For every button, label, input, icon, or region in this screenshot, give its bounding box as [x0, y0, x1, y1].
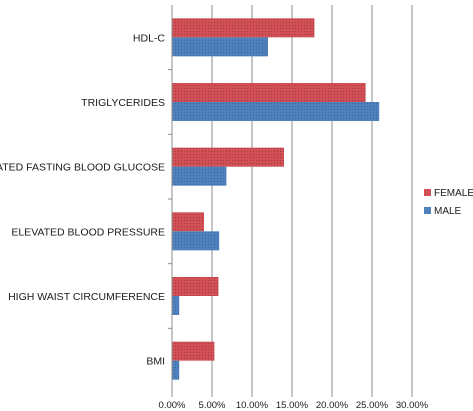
bar-male-elavated-fasting-blood-glucose: [172, 166, 227, 186]
category-label: HDL-C: [133, 32, 166, 44]
category-label: ELEVATED BLOOD PRESSURE: [11, 226, 165, 238]
category-label: TRIGLYCERIDES: [81, 97, 165, 109]
legend-swatch-female: [424, 189, 431, 196]
legend-label-female: FEMALE: [434, 188, 473, 199]
category-label: HIGH WAIST CIRCUMFERENCE: [8, 291, 165, 303]
bar-male-triglycerides: [172, 102, 380, 121]
bar-male-hdl-c: [172, 37, 268, 57]
category-label: ELAVATED FASTING BLOOD GLUCOSE: [0, 162, 165, 174]
category-labels: HDL-C TRIGLYCERIDES ELAVATED FASTING BLOOD…: [0, 32, 165, 367]
bar-female-bmi: [172, 341, 215, 361]
bar-male-high-waist-circumference: [172, 296, 180, 315]
bar-male-bmi: [172, 360, 180, 380]
gridlines: [211, 5, 413, 393]
legend: FEMALE MALE: [424, 188, 473, 217]
x-tick-label: 30.00%: [396, 400, 429, 411]
bar-female-triglycerides: [172, 83, 366, 102]
bar-female-elavated-fasting-blood-glucose: [172, 147, 284, 167]
bar-female-hdl-c: [172, 18, 315, 38]
category-label: BMI: [146, 356, 165, 368]
legend-label-male: MALE: [434, 206, 462, 217]
x-tick-label: 10.00%: [236, 400, 269, 411]
x-tick-label: 15.00%: [276, 400, 309, 411]
x-tick-label: 5.00%: [199, 400, 226, 411]
bars: [172, 18, 380, 380]
x-tick-label: 0.00%: [159, 400, 186, 411]
x-tick-label: 25.00%: [356, 400, 389, 411]
x-tick-labels: 0.00% 5.00% 10.00% 15.00% 20.00% 25.00% 30.00%: [159, 400, 429, 411]
bar-female-elevated-blood-pressure: [172, 212, 204, 232]
axes: [168, 5, 413, 397]
legend-swatch-male: [424, 207, 431, 214]
x-tick-label: 20.00%: [316, 400, 349, 411]
bar-male-elevated-blood-pressure: [172, 231, 220, 251]
bar-female-high-waist-circumference: [172, 277, 219, 296]
